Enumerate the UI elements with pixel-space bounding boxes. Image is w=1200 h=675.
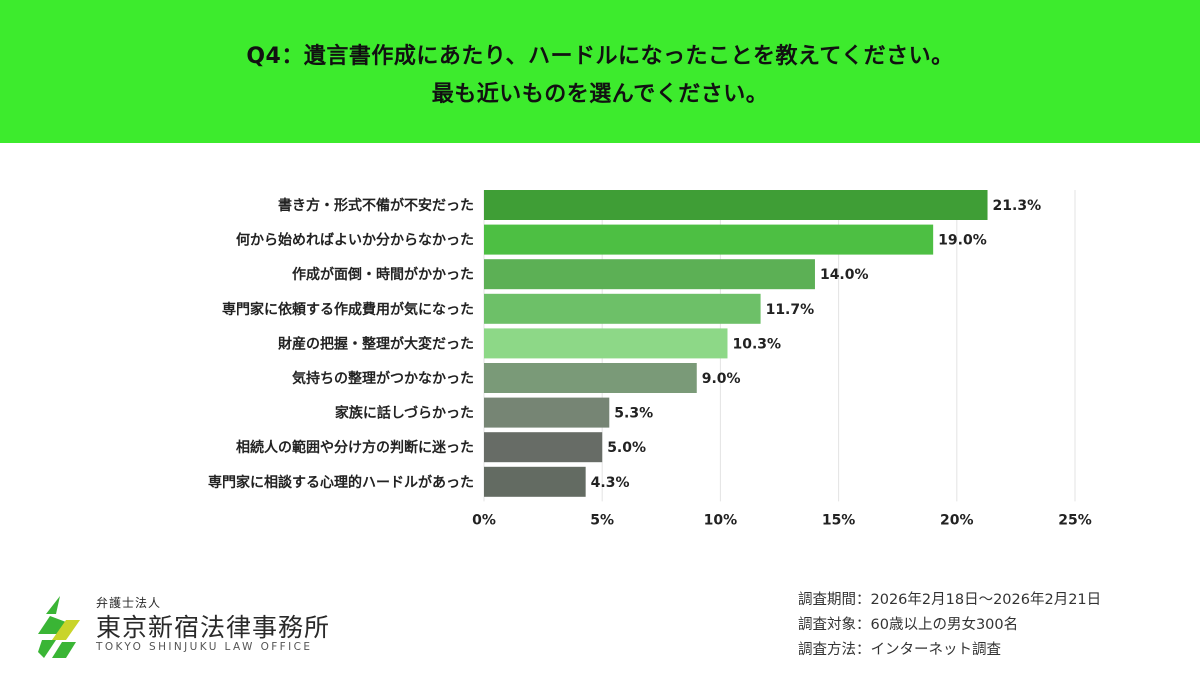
bar — [484, 259, 815, 290]
header-banner: Q4：遺言書作成にあたり、ハードルになったことを教えてください。 最も近いものを… — [0, 0, 1200, 143]
bar — [484, 293, 761, 324]
data-label: 9.0% — [702, 371, 741, 387]
bar — [484, 363, 697, 393]
category-label: 気持ちの整理がつかなかった — [292, 370, 474, 387]
logo-subtitle: 弁護士法人 — [96, 596, 162, 610]
x-tick-label: 0% — [472, 512, 496, 528]
bar — [484, 466, 586, 497]
data-label: 19.0% — [938, 233, 987, 249]
category-label: 何から始めればよいか分からなかった — [236, 232, 474, 249]
data-label: 5.3% — [614, 406, 653, 422]
bar-chart: 書き方・形式不備が不安だった 21.3% 何から始めればよいか分からなかった 19.0… — [208, 190, 1092, 528]
data-label: 21.3% — [993, 198, 1042, 214]
x-tick-label: 15% — [822, 512, 856, 528]
category-label: 家族に話しづらかった — [335, 405, 474, 422]
question-title-line1: Q4：遺言書作成にあたり、ハードルになったことを教えてください。 — [246, 44, 954, 69]
survey-method: 調査方法：インターネット調査 — [798, 642, 1001, 658]
question-title-line2: 最も近いものを選んでください。 — [431, 82, 769, 107]
data-label: 10.3% — [732, 336, 781, 352]
data-label: 14.0% — [820, 267, 869, 283]
survey-period: 調査期間：2026年2月18日～2026年2月21日 — [798, 592, 1102, 608]
category-label: 作成が面倒・時間がかかった — [292, 266, 474, 283]
category-label: 専門家に依頼する作成費用が気になった — [222, 301, 474, 318]
bar — [484, 328, 728, 359]
survey-info: 調査期間：2026年2月18日～2026年2月21日 調査対象：60歳以上の男女… — [798, 588, 1101, 663]
x-tick-label: 20% — [940, 512, 974, 528]
category-label: 書き方・形式不備が不安だった — [278, 197, 474, 214]
law-office-logo: 弁護士法人 東京新宿法律事務所 TOKYO SHINJUKU LAW OFFIC… — [36, 594, 336, 660]
logo-name-en: TOKYO SHINJUKU LAW OFFICE — [96, 641, 313, 653]
survey-target: 調査対象：60歳以上の男女300名 — [798, 617, 1019, 633]
category-label: 相続人の範囲や分け方の判断に迷った — [236, 439, 474, 456]
data-label: 5.0% — [607, 440, 646, 456]
data-label: 4.3% — [591, 475, 630, 491]
x-tick-label: 5% — [590, 512, 614, 528]
x-tick-label: 10% — [704, 512, 738, 528]
logo-name: 東京新宿法律事務所 — [96, 613, 331, 642]
law-office-logo-icon — [38, 596, 80, 658]
bar — [484, 432, 603, 463]
bar — [484, 224, 934, 255]
data-label: 11.7% — [766, 302, 815, 318]
bar — [484, 190, 988, 220]
x-tick-label: 25% — [1058, 512, 1092, 528]
category-label: 専門家に相談する心理的ハードルがあった — [208, 474, 474, 491]
bar — [484, 397, 610, 428]
category-label: 財産の把握・整理が大変だった — [277, 335, 474, 352]
